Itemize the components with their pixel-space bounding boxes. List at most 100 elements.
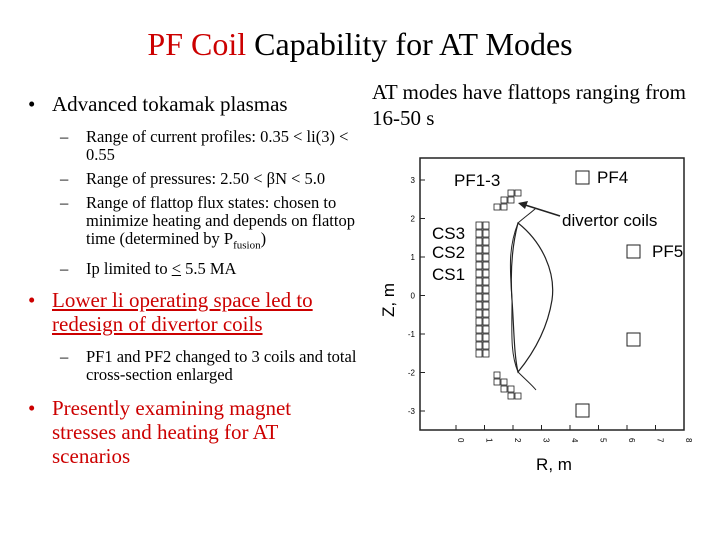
cs-coil-cell: [475, 261, 483, 270]
sub-ip-value: 5.5 MA: [181, 259, 237, 279]
cs-coil-cell: [475, 325, 483, 334]
plasma-boundary: [510, 221, 554, 374]
cs-coil-cell: [475, 333, 483, 342]
cs-coil-cell: [482, 221, 490, 230]
label-pf5: PF5: [652, 242, 683, 261]
pf-lower-cell: [493, 371, 501, 379]
sub-pf-text: PF1 and PF2 changed to 3 coils and total…: [86, 347, 357, 385]
pf-upper-cell: [500, 196, 508, 204]
cs-coil-cell: [482, 253, 490, 262]
pf4-upper-coil: [575, 170, 590, 185]
upper-divertor-leg: [509, 207, 537, 301]
pf5-lower-coil: [626, 332, 641, 347]
sub-pressures-text: Range of pressures: 2.50 < βN < 5.0: [86, 169, 326, 188]
cs-coil-cell: [482, 317, 490, 326]
sub-ip-text: Ip limited to: [86, 259, 172, 279]
pf-upper-cell: [507, 189, 515, 197]
x-axis-label: R, m: [536, 455, 572, 474]
sub-current-text: Range of current profiles: 0.35 < li(3) …: [86, 127, 349, 164]
title-accent: PF Coil: [147, 26, 247, 62]
x-tick-label: 8: [684, 438, 692, 443]
cs-coil-cell: [475, 317, 483, 326]
cs-coil-cell: [482, 237, 490, 246]
title-rest: Capability for AT Modes: [246, 26, 573, 62]
label-pf4: PF4: [597, 168, 628, 187]
y-tick-label: 3: [411, 176, 416, 185]
cs-coil-cell: [482, 261, 490, 270]
sub-flux-text: Range of flattop flux states: chosen to …: [86, 193, 355, 248]
pf1-3-lower-coils: [493, 371, 522, 400]
cs-coil-cell: [482, 333, 490, 342]
pf-upper-cell: [514, 189, 522, 197]
cs-coil-cell: [475, 229, 483, 238]
cs-coil-cell: [482, 293, 490, 302]
pf-lower-cell: [493, 378, 501, 386]
pf-upper-cell: [493, 203, 501, 211]
pf5-upper-coil: [626, 244, 641, 259]
cs-coil-cell: [475, 269, 483, 278]
cs-coil-cell: [475, 237, 483, 246]
pf-lower-cell: [500, 378, 508, 386]
cs-coil-cell: [482, 229, 490, 238]
sub-dash: –: [60, 259, 69, 279]
cs-coil-cell: [482, 285, 490, 294]
cs-coil-cell: [482, 245, 490, 254]
sub-dash: –: [60, 169, 69, 188]
pf4-lower-coil: [575, 403, 590, 418]
x-tick-label: 1: [485, 438, 494, 443]
cs-coil-cell: [475, 221, 483, 230]
pf-upper-cell: [507, 196, 515, 204]
cs-coil-cell: [482, 277, 490, 286]
bullet-advanced: • Advanced tokamak plasmas: [28, 92, 358, 116]
y-tick-label: 0: [411, 292, 416, 301]
cs-coil-cell: [482, 301, 490, 310]
sub-flux-subscript: fusion: [233, 239, 261, 252]
sub-dash: –: [60, 347, 69, 367]
cs-coil-cell: [475, 277, 483, 286]
pf-coil-figure: 3 2 1 0 -1 -2 -3 0 1 2 3 4 5 6 7 8 Z, m R, m PF1-3 PF4…: [379, 157, 692, 474]
pf-upper-cell: [500, 203, 508, 211]
bullet-dot: •: [28, 92, 36, 116]
slide-title: PF Coil Capability for AT Modes: [0, 26, 720, 63]
cs-coil-cell: [475, 349, 483, 358]
bullet-advanced-text: Advanced tokamak plasmas: [52, 92, 288, 116]
label-cs1: CS1: [432, 265, 465, 284]
cs-coil-cell: [482, 325, 490, 334]
cs-coil-cell: [475, 301, 483, 310]
cs-coil-cell: [482, 269, 490, 278]
y-tick-label: -1: [408, 330, 416, 339]
cs-coil-cell: [482, 309, 490, 318]
bullet-examining: • Presently examining magnet stresses an…: [28, 396, 358, 468]
y-tick-label: 2: [411, 215, 416, 224]
central-solenoid-coils: [475, 221, 490, 358]
pf-lower-cell: [500, 385, 508, 393]
label-cs2: CS2: [432, 243, 465, 262]
label-cs3: CS3: [432, 224, 465, 243]
cs-coil-cell: [475, 341, 483, 350]
label-pf1-3: PF1-3: [454, 171, 500, 190]
bullet-dot: •: [28, 396, 36, 421]
sub-dash: –: [60, 127, 69, 146]
y-tick-label: 1: [411, 253, 416, 262]
sub-flux-states: – Range of flattop flux states: chosen t…: [28, 194, 358, 254]
x-tick-label: 2: [513, 438, 522, 443]
cs-coil-cell: [475, 245, 483, 254]
flattop-note: AT modes have flattops ranging from 16-5…: [372, 80, 686, 130]
x-tick-label: 4: [570, 438, 579, 443]
lower-divertor-leg: [511, 299, 537, 391]
cs-coil-cell: [482, 341, 490, 350]
x-tick-label: 6: [627, 438, 636, 443]
x-ticks: 0 1 2 3 4 5 6 7 8: [455, 425, 692, 443]
sub-flux-close: ): [260, 229, 267, 248]
bullet-dot: •: [28, 288, 36, 313]
cs-coil-cell: [482, 349, 490, 358]
divertor-arrow-head: [518, 201, 528, 209]
pf-lower-cell: [514, 392, 522, 400]
cs-coil-cell: [475, 285, 483, 294]
sub-current-profiles: – Range of current profiles: 0.35 < li(3…: [28, 128, 358, 164]
y-ticks: 3 2 1 0 -1 -2 -3: [408, 176, 425, 416]
pf-lower-cell: [507, 392, 515, 400]
sub-pf-changed: – PF1 and PF2 changed to 3 coils and tot…: [28, 348, 358, 384]
label-divertor-coils: divertor coils: [562, 211, 657, 230]
cs-coil-cell: [475, 309, 483, 318]
